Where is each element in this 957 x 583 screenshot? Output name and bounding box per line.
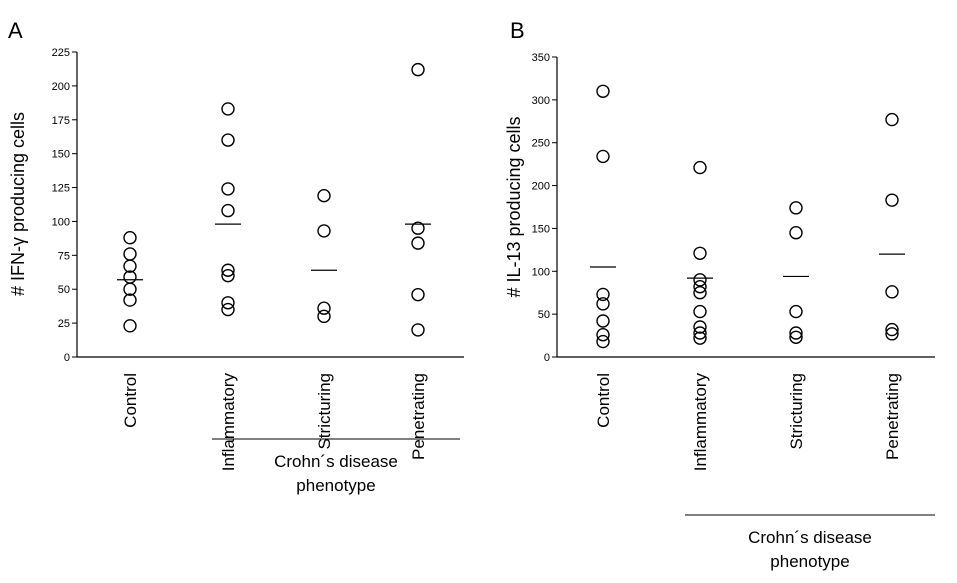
- data-point: [317, 224, 331, 238]
- group-label-line2: phenotype: [296, 476, 375, 495]
- panel-a: A 0 25 50 75 100 125 150 175 200 225 # IFN-γ produc…: [8, 18, 464, 495]
- data-point: [693, 286, 707, 300]
- y-tick-label: 250: [532, 138, 550, 150]
- data-point: [693, 304, 707, 319]
- y-tick-label: 175: [52, 115, 70, 127]
- y-tick-label: 0: [544, 352, 550, 364]
- data-point: [789, 226, 803, 240]
- panel-b: B 0 50 100 150 200 250 300 350 # IL-13 producing …: [504, 18, 935, 571]
- category-label: Stricturing: [787, 373, 806, 450]
- group-label-line1: Crohn´s disease: [748, 528, 872, 547]
- y-tick-label: 225: [52, 47, 70, 59]
- data-point: [123, 259, 137, 273]
- category-label: Inflammatory: [219, 373, 238, 472]
- data-point: [693, 246, 707, 260]
- y-tick-label: 75: [58, 250, 70, 262]
- data-point: [789, 201, 803, 215]
- y-tick-label: 350: [532, 52, 550, 64]
- category-label: Stricturing: [315, 373, 334, 450]
- data-point: [789, 304, 803, 319]
- group-label-line1: Crohn´s disease: [274, 452, 398, 471]
- data-point: [885, 285, 899, 299]
- data-point: [693, 160, 707, 175]
- panel-letter: A: [8, 18, 23, 43]
- y-axis-label: # IL-13 producing cells: [504, 116, 524, 297]
- data-point: [221, 302, 235, 317]
- data-point: [411, 323, 425, 337]
- y-tick-label: 150: [52, 149, 70, 161]
- data-point: [317, 188, 331, 203]
- data-point: [693, 320, 707, 334]
- data-point: [221, 133, 235, 147]
- category-label: Penetrating: [409, 373, 428, 460]
- y-tick-label: 200: [532, 181, 550, 193]
- data-point: [693, 280, 707, 294]
- y-axis-label: # IFN-γ producing cells: [8, 112, 28, 296]
- data-point: [123, 293, 137, 307]
- category-label: Penetrating: [883, 373, 902, 460]
- group-label-line2: phenotype: [770, 552, 849, 571]
- data-point: [411, 62, 425, 77]
- data-point: [693, 331, 707, 345]
- panel-letter: B: [510, 18, 525, 43]
- data-point: [123, 282, 137, 296]
- category-label: Control: [594, 373, 613, 428]
- y-tick-label: 50: [538, 309, 550, 321]
- y-tick-label: 125: [52, 183, 70, 195]
- data-point: [885, 112, 899, 127]
- data-point: [885, 322, 899, 337]
- data-point: [596, 328, 610, 342]
- data-point: [221, 102, 235, 116]
- data-point: [221, 182, 235, 196]
- data-point: [693, 273, 707, 287]
- data-point: [221, 296, 235, 310]
- y-tick-label: 50: [58, 284, 70, 296]
- data-point: [596, 297, 610, 311]
- y-tick-label: 150: [532, 223, 550, 235]
- y-tick-label: 300: [532, 95, 550, 107]
- y-tick-label: 200: [52, 81, 70, 93]
- data-point: [596, 84, 610, 98]
- data-point: [123, 247, 137, 261]
- data-point: [411, 236, 425, 250]
- y-tick-label: 25: [58, 318, 70, 330]
- category-label: Control: [121, 373, 140, 428]
- data-point: [596, 287, 610, 302]
- data-point: [693, 326, 707, 340]
- category-label: Inflammatory: [691, 373, 710, 472]
- data-point: [596, 314, 610, 328]
- y-tick-label: 100: [532, 266, 550, 278]
- data-point: [789, 330, 803, 344]
- data-point: [221, 263, 235, 277]
- data-point: [221, 268, 235, 283]
- data-point: [123, 231, 137, 245]
- data-point: [596, 149, 610, 164]
- data-point: [221, 203, 235, 218]
- y-tick-label: 100: [52, 216, 70, 228]
- data-point: [317, 309, 331, 324]
- data-point: [411, 287, 425, 302]
- data-point: [411, 221, 425, 235]
- data-point: [596, 334, 610, 349]
- data-point: [123, 319, 137, 333]
- data-point: [885, 193, 899, 207]
- y-tick-label: 0: [64, 352, 70, 364]
- data-point: [885, 327, 899, 341]
- data-point: [317, 301, 331, 315]
- data-point: [789, 326, 803, 340]
